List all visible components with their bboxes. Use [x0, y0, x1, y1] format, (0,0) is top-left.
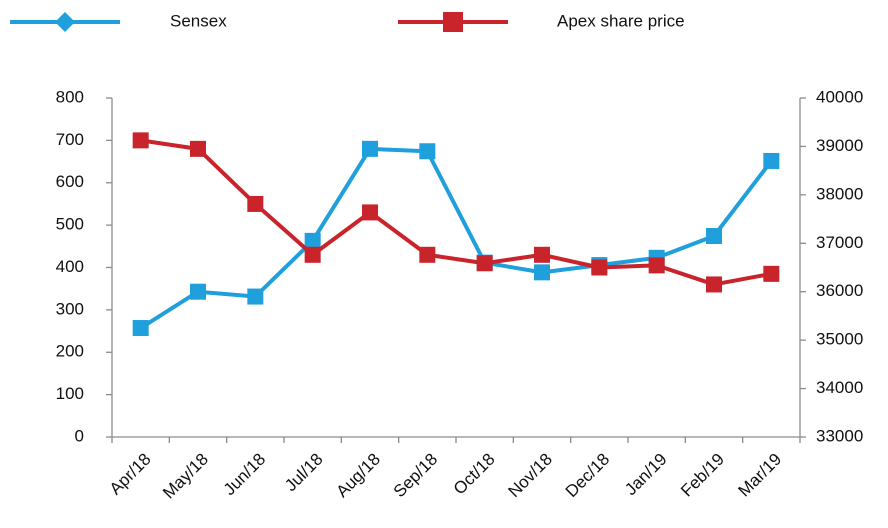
series-marker [763, 265, 780, 282]
series-line [139, 146, 773, 330]
x-tick-label: Aug/18 [332, 450, 384, 502]
series-marker [476, 255, 493, 272]
series-marker [419, 246, 436, 263]
series-marker [247, 195, 264, 212]
series-marker [304, 246, 321, 263]
y2-tick-label: 40000 [816, 87, 863, 106]
series-marker [247, 288, 264, 305]
series-marker [190, 283, 206, 300]
y2-tick-label: 35000 [816, 330, 863, 349]
legend-marker [443, 12, 463, 32]
x-tick-label: Apr/18 [106, 450, 155, 499]
y2-tick-label: 39000 [816, 136, 863, 155]
x-tick-label: Feb/19 [677, 450, 728, 501]
series-marker [648, 257, 665, 274]
y-tick-label: 0 [75, 426, 84, 445]
y-tick-label: 600 [56, 172, 84, 191]
y2-tick-label: 37000 [816, 233, 863, 252]
legend-label: Sensex [170, 11, 227, 30]
series-marker [304, 232, 321, 249]
y2-tick-label: 36000 [816, 281, 863, 300]
y-tick-label: 100 [56, 384, 84, 403]
series-marker [534, 246, 550, 263]
y2-tick-label: 33000 [816, 426, 863, 445]
x-tick-label: Mar/19 [734, 450, 785, 501]
series-marker [706, 228, 722, 245]
y-tick-label: 400 [56, 257, 84, 276]
x-tick-label: Dec/18 [562, 450, 614, 502]
series-marker [763, 152, 780, 169]
x-tick-label: Jul/18 [281, 450, 327, 496]
y-tick-label: 500 [56, 215, 84, 234]
y-tick-label: 700 [56, 130, 84, 149]
series-marker [591, 259, 608, 276]
x-tick-label: Jun/18 [220, 450, 270, 500]
series-marker [362, 140, 378, 157]
series-marker [190, 140, 206, 157]
x-tick-label: May/18 [159, 450, 212, 503]
series-marker [706, 276, 722, 293]
x-tick-label: Oct/18 [450, 450, 499, 499]
series-marker [132, 132, 149, 149]
x-tick-label: Nov/18 [504, 450, 556, 502]
series-marker [362, 204, 378, 221]
series-marker [419, 143, 436, 160]
y-tick-label: 300 [56, 299, 84, 318]
y2-tick-label: 38000 [816, 184, 863, 203]
y2-tick-label: 34000 [816, 378, 863, 397]
x-tick-label: Jan/19 [621, 450, 671, 500]
y-tick-label: 200 [56, 342, 84, 361]
legend-marker [55, 12, 75, 32]
series-marker [132, 320, 149, 337]
legend-label: Apex share price [557, 11, 685, 30]
series-marker [534, 264, 550, 281]
y-tick-label: 800 [56, 87, 84, 106]
series-line [140, 138, 772, 287]
x-tick-label: Sep/18 [390, 450, 442, 502]
